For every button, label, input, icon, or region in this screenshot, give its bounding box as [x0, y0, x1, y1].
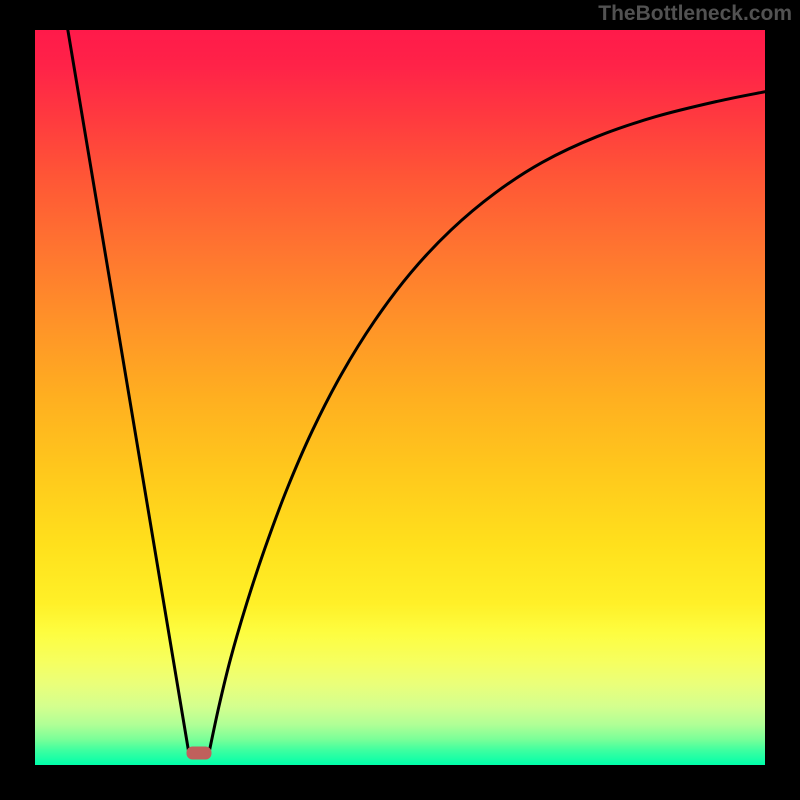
chart-container: TheBottleneck.com	[0, 0, 800, 800]
curve-svg	[35, 30, 765, 765]
bottleneck-curve	[68, 30, 765, 754]
minimum-marker	[186, 747, 211, 760]
watermark-text: TheBottleneck.com	[598, 2, 792, 26]
plot-area	[35, 30, 765, 765]
